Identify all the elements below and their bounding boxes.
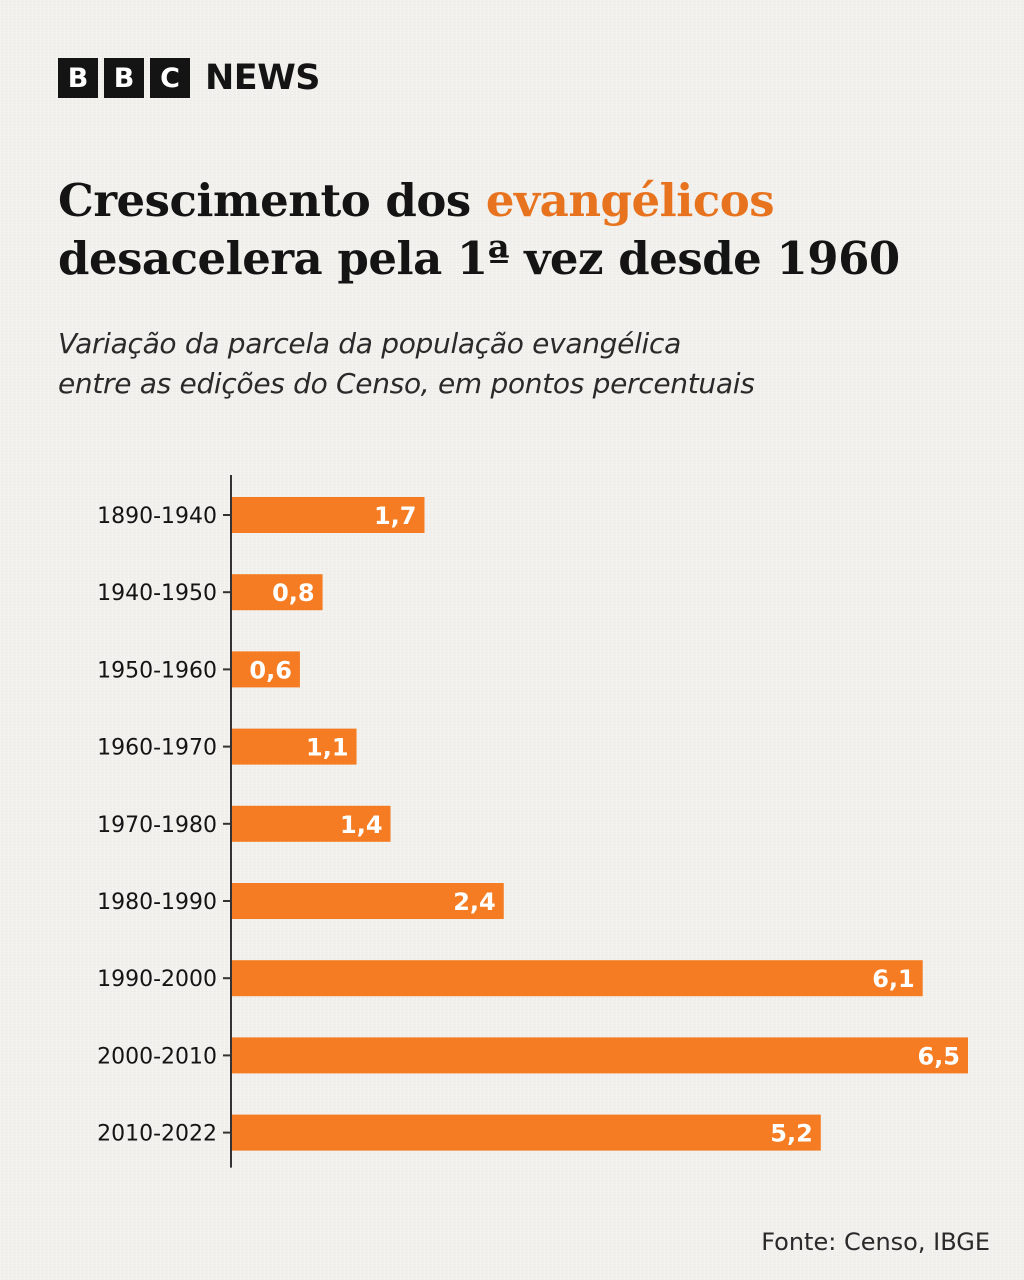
bar-chart: 1890-1940 1,7 1940-1950 0,8 1950-1960 0,6 1960… (97, 475, 968, 1168)
value-label: 6,5 (917, 1042, 960, 1070)
chart-subtitle: Variação da parcela da população evangél… (58, 324, 998, 404)
bar-1960-1970 (232, 728, 357, 765)
category-label: 1950-1960 (97, 658, 217, 683)
value-label: 5,2 (770, 1120, 813, 1148)
logo-block-1: B (58, 58, 98, 98)
category-label: 1890-1940 (97, 504, 217, 529)
title-part-2: desacelera pela 1ª vez desde 1960 (58, 232, 900, 285)
bar-1970-1980 (232, 805, 391, 842)
bar-2010-2022 (232, 1114, 821, 1151)
bbc-news-logo: B B C NEWS (58, 57, 321, 98)
category-label: 2010-2022 (97, 1122, 217, 1147)
category-label: 1970-1980 (97, 813, 217, 838)
category-label: 1990-2000 (97, 967, 217, 992)
value-label: 1,1 (306, 734, 349, 762)
chart-title: Crescimento dos evangélicos desacelera pe… (58, 172, 998, 288)
value-label: 1,7 (374, 502, 417, 530)
value-label: 0,6 (249, 656, 292, 684)
title-part-1: Crescimento dos (58, 174, 486, 227)
value-label: 6,1 (872, 965, 915, 993)
category-label: 1960-1970 (97, 736, 217, 761)
bar-1940-1950 (232, 574, 323, 611)
bar-1890-1940 (232, 497, 425, 533)
logo-word: NEWS (205, 57, 321, 98)
category-label: 2000-2010 (97, 1044, 217, 1069)
category-label: 1940-1950 (97, 581, 217, 606)
bar-1980-1990 (232, 883, 504, 919)
subtitle-line-2: entre as edições do Censo, em pontos per… (58, 367, 755, 400)
category-label: 1980-1990 (97, 890, 217, 915)
title-highlight: evangélicos (485, 174, 775, 227)
bar-2000-2010 (232, 1037, 968, 1074)
logo-block-3: C (150, 58, 190, 98)
value-label: 2,4 (453, 888, 496, 916)
value-label: 0,8 (272, 579, 315, 607)
subtitle-line-1: Variação da parcela da população evangél… (58, 327, 681, 360)
bar-1950-1960 (232, 651, 300, 688)
logo-block-2: B (104, 58, 144, 98)
source-note: Fonte: Censo, IBGE (761, 1228, 990, 1256)
value-label: 1,4 (340, 811, 383, 839)
bar-1990-2000 (232, 960, 923, 997)
